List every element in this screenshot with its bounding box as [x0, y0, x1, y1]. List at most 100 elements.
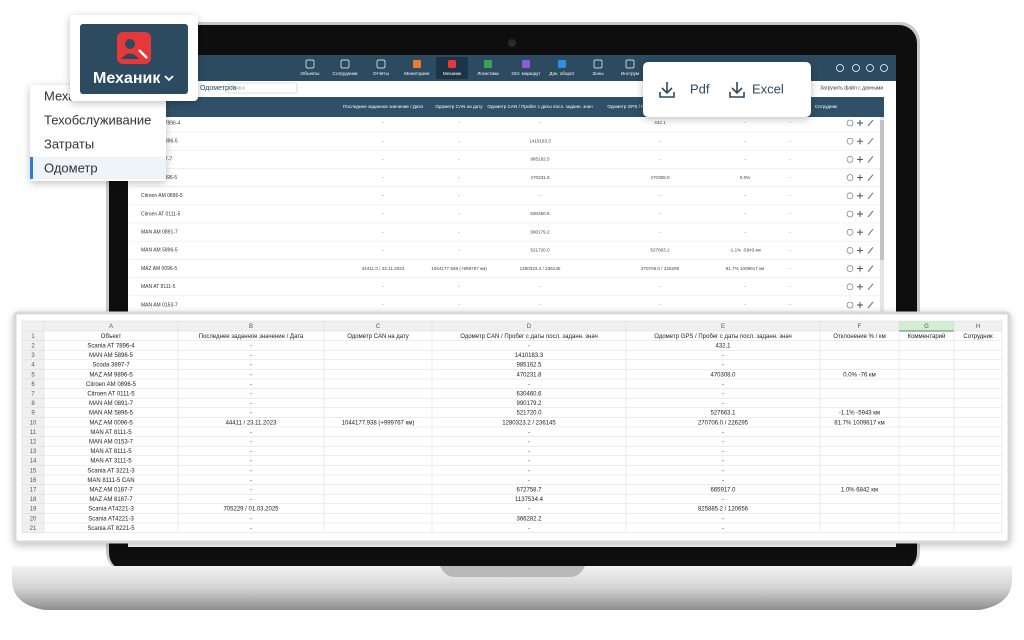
- sheet-cell: -: [528, 449, 530, 455]
- row-cell: -: [744, 229, 746, 234]
- menu-item[interactable]: Затраты: [44, 136, 94, 151]
- upload-button[interactable]: Загрузить файл с данными: [820, 84, 883, 91]
- sheet-cell: MAN AM 0153-7: [89, 439, 134, 445]
- sheet-cell: -: [722, 478, 724, 484]
- sheet-cell: -: [722, 401, 724, 407]
- sheet-header: Комментарий: [908, 333, 946, 340]
- edit-button[interactable]: [867, 174, 874, 181]
- sheet-cell: -: [722, 516, 724, 522]
- info-button[interactable]: [846, 156, 854, 163]
- sheet-cell: Citroen AM 0896-5: [86, 382, 137, 388]
- sheet-cell: -: [528, 430, 530, 436]
- sheet-cell: 990179.2: [516, 401, 542, 407]
- column-letter: A: [109, 324, 113, 330]
- info-button[interactable]: [846, 210, 854, 218]
- add-button[interactable]: [857, 283, 863, 290]
- add-button[interactable]: [857, 247, 863, 254]
- edit-button[interactable]: [867, 210, 874, 218]
- nav-item[interactable]: Сотрудники: [333, 71, 358, 76]
- export-pdf[interactable]: Pdf: [690, 81, 710, 96]
- badge-icon-head: [125, 39, 135, 49]
- edit-button[interactable]: [867, 283, 874, 291]
- nav-icon: [484, 60, 492, 68]
- nav-item[interactable]: Логистика: [477, 71, 499, 76]
- row-number: 18: [30, 497, 37, 503]
- nav-item[interactable]: Мониторинг: [404, 71, 430, 76]
- nav-tool[interactable]: [836, 64, 844, 72]
- edit-button[interactable]: [867, 137, 874, 145]
- sheet-cell: 1410183.3: [515, 353, 544, 359]
- column-header: Сотрудник: [815, 104, 838, 109]
- edit-button[interactable]: [867, 265, 874, 272]
- nav-icon: [448, 60, 456, 68]
- add-button[interactable]: [857, 265, 863, 272]
- row-number: 3: [31, 353, 35, 359]
- sheet-cell: Scania AT 3221-3: [87, 468, 135, 474]
- nav-item[interactable]: Объекты: [301, 71, 320, 76]
- sheet-cell: -: [722, 468, 724, 474]
- row-number: 15: [30, 468, 37, 474]
- edit-button[interactable]: [867, 247, 874, 254]
- row-cell: -: [659, 157, 661, 162]
- add-button[interactable]: [857, 156, 863, 163]
- edit-button[interactable]: [867, 301, 874, 309]
- nav-item[interactable]: Опт. маршрут: [511, 71, 541, 76]
- sheet-cell: 44411 / 23.11.2023: [226, 420, 277, 426]
- add-button[interactable]: [857, 174, 863, 181]
- sheet-cell: 672758.7: [516, 487, 542, 493]
- row-cell: -: [539, 302, 541, 307]
- add-button[interactable]: [857, 229, 863, 236]
- scroll-thumb[interactable]: [880, 120, 884, 260]
- info-button[interactable]: [846, 192, 854, 200]
- nav-tool[interactable]: [866, 64, 874, 72]
- add-button[interactable]: [857, 120, 863, 126]
- info-button[interactable]: [846, 228, 854, 236]
- row-cell: 985162.5: [530, 157, 550, 162]
- sheet-cell: Scania AT4221-3: [88, 507, 134, 513]
- add-button[interactable]: [857, 192, 863, 199]
- edit-button[interactable]: [867, 192, 874, 200]
- nav-item[interactable]: Отчёты: [373, 71, 389, 76]
- info-button[interactable]: [846, 119, 854, 127]
- add-button[interactable]: [857, 302, 863, 308]
- sheet-cell: MAN AM 5896-5: [89, 353, 134, 359]
- edit-button[interactable]: [867, 156, 874, 163]
- nav-item[interactable]: Механик: [443, 71, 462, 76]
- sheet-cell: -: [722, 430, 724, 436]
- nav-tool[interactable]: [880, 64, 888, 72]
- add-button[interactable]: [857, 138, 863, 145]
- row-cell: -: [659, 193, 661, 198]
- sheet-cell: Scania AT 7896-4: [87, 343, 135, 349]
- menu-item[interactable]: Одометр: [44, 160, 98, 175]
- info-button[interactable]: [846, 283, 854, 291]
- row-cell: 990179.2: [530, 229, 550, 234]
- sheet-cell: -: [250, 459, 252, 465]
- add-button[interactable]: [857, 211, 863, 217]
- nav-item[interactable]: Инструм: [621, 71, 639, 76]
- menu-item[interactable]: Техобслуживание: [44, 112, 151, 127]
- export-excel[interactable]: Excel: [752, 81, 784, 96]
- nav-item[interactable]: Док. оборот: [549, 71, 575, 76]
- edit-button[interactable]: [867, 228, 874, 236]
- edit-button[interactable]: [867, 119, 874, 127]
- sheet-header: Отклонение % / км: [833, 334, 885, 340]
- row-cell: -: [744, 284, 746, 289]
- menu-selected-bg: [30, 157, 166, 179]
- info-button[interactable]: [846, 247, 854, 254]
- row-cell: 521720.0: [530, 248, 550, 253]
- sheet-cell: MAN AT 8111-5: [90, 449, 132, 455]
- sheet-cell: Scoda 3897-7: [92, 363, 130, 369]
- nav-tool[interactable]: [852, 64, 860, 72]
- nav-item[interactable]: Зоны: [592, 71, 603, 76]
- info-button[interactable]: [846, 137, 854, 145]
- info-button[interactable]: [846, 174, 854, 181]
- row-cell: -1.1% -5943 км: [729, 248, 760, 253]
- row-cell: -: [789, 157, 791, 162]
- info-button[interactable]: [846, 301, 854, 309]
- info-button[interactable]: [846, 265, 854, 272]
- nav-icon: [558, 60, 566, 68]
- row-number: 7: [31, 391, 35, 397]
- sheet-header: Одометр CAN на дату: [347, 334, 409, 340]
- search-box[interactable]: [227, 82, 298, 94]
- sheet-cell: 705229 / 01.03.2025: [223, 507, 279, 513]
